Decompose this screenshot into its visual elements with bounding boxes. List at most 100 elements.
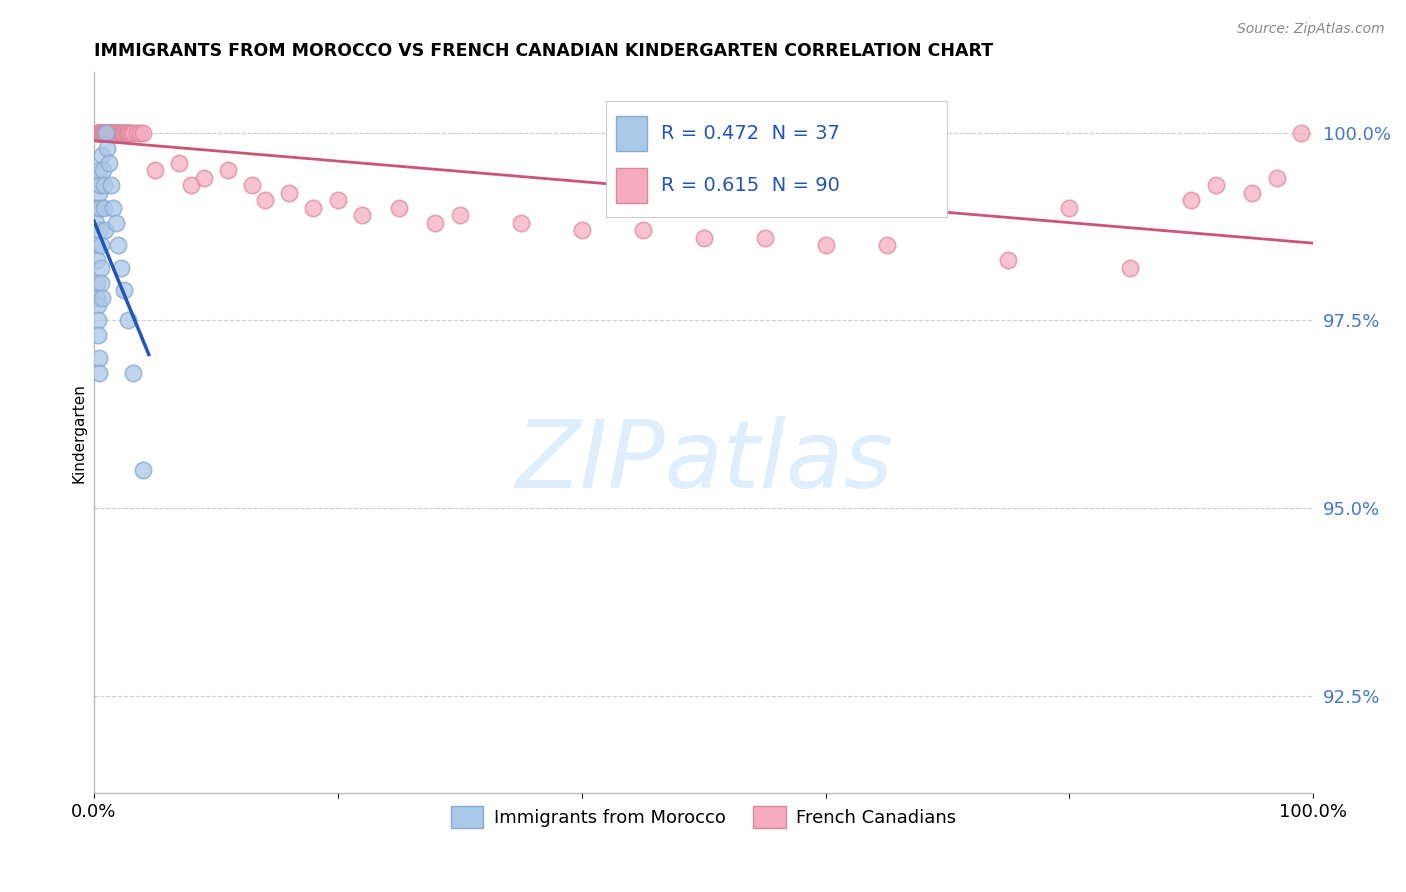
Point	[98, 126, 121, 140]
Point	[97, 155, 120, 169]
Point	[253, 193, 276, 207]
Point	[692, 230, 714, 244]
Point	[87, 313, 110, 327]
Point	[115, 126, 138, 140]
Point	[94, 126, 117, 140]
Point	[631, 223, 654, 237]
Point	[89, 223, 111, 237]
Point	[388, 201, 411, 215]
Point	[93, 178, 115, 192]
Point	[93, 126, 115, 140]
Legend: Immigrants from Morocco, French Canadians: Immigrants from Morocco, French Canadian…	[443, 798, 963, 835]
Point	[90, 126, 112, 140]
Point	[89, 163, 111, 178]
Point	[100, 178, 122, 192]
Point	[89, 126, 111, 140]
Point	[94, 126, 117, 140]
Point	[1119, 260, 1142, 275]
Point	[91, 126, 114, 140]
Point	[1059, 201, 1081, 215]
Y-axis label: Kindergarten: Kindergarten	[72, 383, 87, 483]
Point	[105, 126, 128, 140]
Point	[91, 163, 114, 178]
Point	[84, 216, 107, 230]
Text: Source: ZipAtlas.com: Source: ZipAtlas.com	[1237, 22, 1385, 37]
Point	[89, 126, 111, 140]
Point	[86, 298, 108, 312]
Point	[122, 366, 145, 380]
Point	[93, 201, 115, 215]
Point	[101, 126, 124, 140]
Point	[278, 186, 301, 200]
Point	[180, 178, 202, 192]
Point	[100, 126, 122, 140]
Point	[108, 126, 131, 140]
Point	[87, 126, 110, 140]
Point	[104, 126, 127, 140]
Point	[114, 126, 136, 140]
Point	[91, 126, 114, 140]
Point	[1205, 178, 1227, 192]
Point	[89, 201, 111, 215]
Point	[90, 126, 112, 140]
Point	[89, 126, 111, 140]
Point	[111, 126, 134, 140]
Point	[90, 126, 112, 140]
Point	[87, 186, 110, 200]
Point	[1289, 126, 1312, 140]
Point	[105, 126, 128, 140]
Point	[814, 238, 837, 252]
Point	[96, 126, 118, 140]
Point	[86, 238, 108, 252]
Point	[997, 253, 1019, 268]
Point	[352, 208, 374, 222]
Point	[120, 126, 142, 140]
Point	[94, 223, 117, 237]
Point	[96, 126, 118, 140]
Point	[90, 260, 112, 275]
Point	[103, 126, 125, 140]
Point	[143, 163, 166, 178]
Point	[86, 126, 108, 140]
Point	[193, 170, 215, 185]
Point	[118, 126, 141, 140]
Point	[90, 238, 112, 252]
Point	[122, 126, 145, 140]
Point	[169, 155, 191, 169]
Point	[449, 208, 471, 222]
Point	[125, 126, 148, 140]
Point	[1241, 186, 1264, 200]
Point	[94, 126, 117, 140]
Point	[86, 291, 108, 305]
Point	[117, 313, 139, 327]
Point	[87, 328, 110, 343]
Point	[112, 126, 135, 140]
Point	[90, 291, 112, 305]
Point	[94, 126, 117, 140]
Point	[242, 178, 264, 192]
Point	[104, 126, 127, 140]
Point	[112, 126, 135, 140]
Point	[86, 276, 108, 290]
Point	[89, 178, 111, 192]
Point	[84, 201, 107, 215]
Point	[754, 230, 776, 244]
Point	[107, 238, 129, 252]
Point	[131, 463, 153, 477]
Text: IMMIGRANTS FROM MOROCCO VS FRENCH CANADIAN KINDERGARTEN CORRELATION CHART: IMMIGRANTS FROM MOROCCO VS FRENCH CANADI…	[94, 42, 993, 60]
Point	[509, 216, 531, 230]
Point	[129, 126, 152, 140]
Point	[90, 126, 112, 140]
Point	[93, 126, 115, 140]
Point	[110, 260, 132, 275]
Point	[326, 193, 349, 207]
Point	[425, 216, 447, 230]
Point	[96, 140, 118, 154]
Point	[90, 126, 112, 140]
Point	[1265, 170, 1288, 185]
Point	[103, 201, 125, 215]
Point	[107, 126, 129, 140]
Point	[100, 126, 122, 140]
Point	[87, 126, 110, 140]
Point	[91, 126, 114, 140]
